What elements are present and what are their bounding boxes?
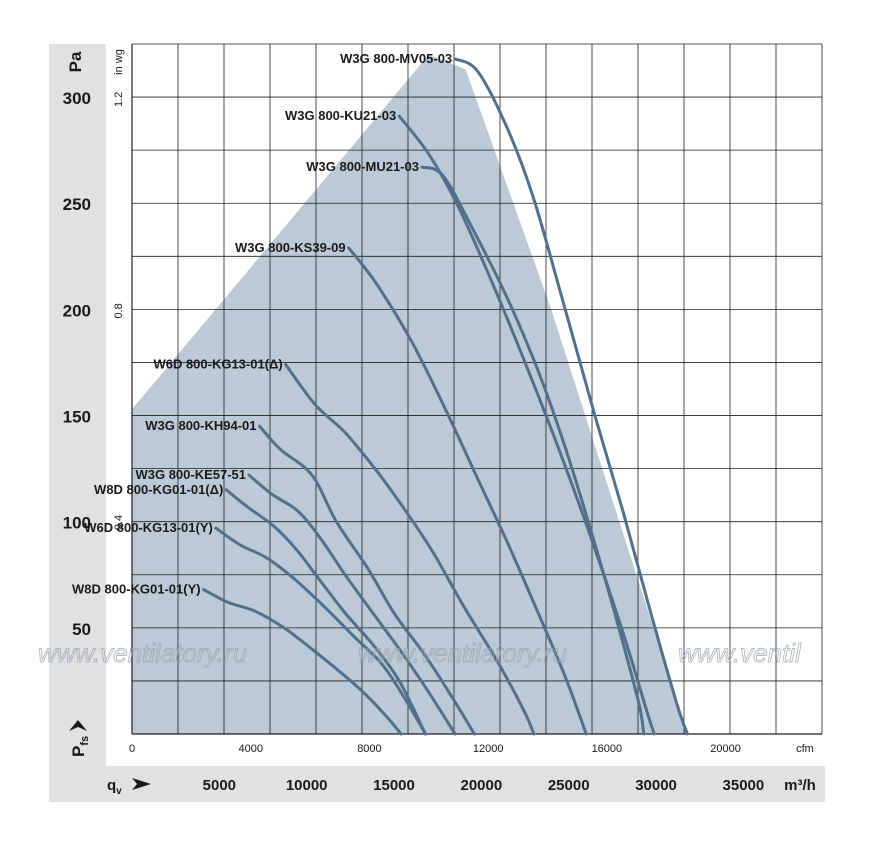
series-line-8	[224, 488, 427, 736]
series-line-6	[258, 424, 476, 736]
x2-tick-label: 0	[129, 743, 135, 755]
fan-curves	[202, 57, 689, 736]
x2-tick-label: 4000	[238, 743, 262, 755]
bottom-axis-band	[49, 766, 825, 802]
y-unit-label: Pa	[66, 51, 85, 72]
y-tick-label: 50	[72, 620, 91, 639]
watermark-text: www.ventilatory.ru	[358, 638, 567, 668]
x2-tick-label: 20000	[710, 743, 741, 755]
x-tick-labels: 5000 10000 15000 20000 25000 30000 35000	[203, 777, 765, 794]
y2-tick-labels: 0.4 0.8 1.2	[113, 92, 125, 530]
y2-tick-label: 0.8	[113, 303, 125, 318]
y-axis-title: Pfs	[69, 736, 91, 757]
x-tick-label: 15000	[373, 777, 415, 794]
svg-text:qv: qv	[107, 777, 122, 797]
series-label-1: W3G 800-MV05-03	[340, 51, 452, 66]
y2-tick-label: 0.4	[113, 515, 125, 530]
series-label-4: W3G 800-KS39-09	[235, 240, 346, 255]
series-label-8: W8D 800-KG01-01(Δ)	[94, 482, 223, 497]
y-arrow-icon	[69, 720, 87, 731]
y-tick-label: 150	[63, 408, 91, 427]
series-label-2: W3G 800-KU21-03	[285, 108, 396, 123]
x2-tick-labels: 0 4000 8000 12000 16000 20000	[129, 743, 741, 755]
svg-text:Pfs: Pfs	[69, 736, 91, 757]
x-tick-label: 10000	[286, 777, 328, 794]
series-line-3	[420, 165, 646, 736]
series-line-5	[284, 363, 536, 736]
y2-tick-label: 1.2	[113, 92, 125, 107]
x-arrow-icon	[132, 778, 151, 790]
watermark: www.ventilatory.ru www.ventilatory.ru www.…	[38, 638, 803, 669]
x-symbol: q	[107, 777, 116, 794]
x-symbol-sub: v	[116, 786, 122, 797]
y-symbol: P	[69, 746, 88, 757]
series-line-10	[202, 588, 403, 736]
x-axis-title: qv	[107, 777, 122, 797]
y2-unit-label: in wg	[113, 49, 125, 75]
x-tick-label: 5000	[203, 777, 236, 794]
series-line-7	[247, 473, 457, 736]
series-label-10: W8D 800-KG01-01(Y)	[72, 582, 201, 597]
series-line-4	[347, 246, 588, 736]
series-line-2	[397, 114, 656, 736]
series-label-3: W3G 800-MU21-03	[306, 159, 419, 174]
x2-tick-label: 12000	[473, 743, 504, 755]
watermark-text: www.ventilatory.ru	[38, 638, 247, 668]
x-tick-label: 20000	[461, 777, 503, 794]
y-tick-label: 300	[63, 89, 91, 108]
y-tick-labels: 50 100 150 200 250 300	[63, 89, 91, 639]
x2-tick-label: 8000	[357, 743, 381, 755]
x2-tick-label: 16000	[592, 743, 623, 755]
y-tick-label: 250	[63, 195, 91, 214]
x-tick-label: 35000	[723, 777, 765, 794]
series-label-6: W3G 800-KH94-01	[145, 418, 256, 433]
x-tick-label: 30000	[635, 777, 677, 794]
grid	[131, 43, 823, 735]
y-symbol-sub: fs	[79, 736, 91, 746]
series-line-1	[453, 57, 689, 736]
operating-area	[132, 54, 688, 735]
left-axis-band	[49, 44, 106, 802]
x-unit-label: m³/h	[784, 777, 816, 794]
y-tick-label: 100	[63, 514, 91, 533]
series-label-5: W6D 800-KG13-01(Δ)	[153, 357, 282, 372]
series-label-9: W6D 800-KG13-01(Y)	[84, 520, 213, 535]
curve-labels: W3G 800-MV05-03 W3G 800-KU21-03 W3G 800-MU…	[72, 51, 452, 597]
watermark-text: www.ventil	[678, 638, 802, 668]
x-tick-label: 25000	[548, 777, 590, 794]
series-label-7: W3G 800-KE57-51	[135, 467, 246, 482]
y-tick-label: 200	[63, 301, 91, 320]
x2-unit-label: cfm	[796, 743, 814, 755]
series-line-9	[214, 526, 427, 736]
